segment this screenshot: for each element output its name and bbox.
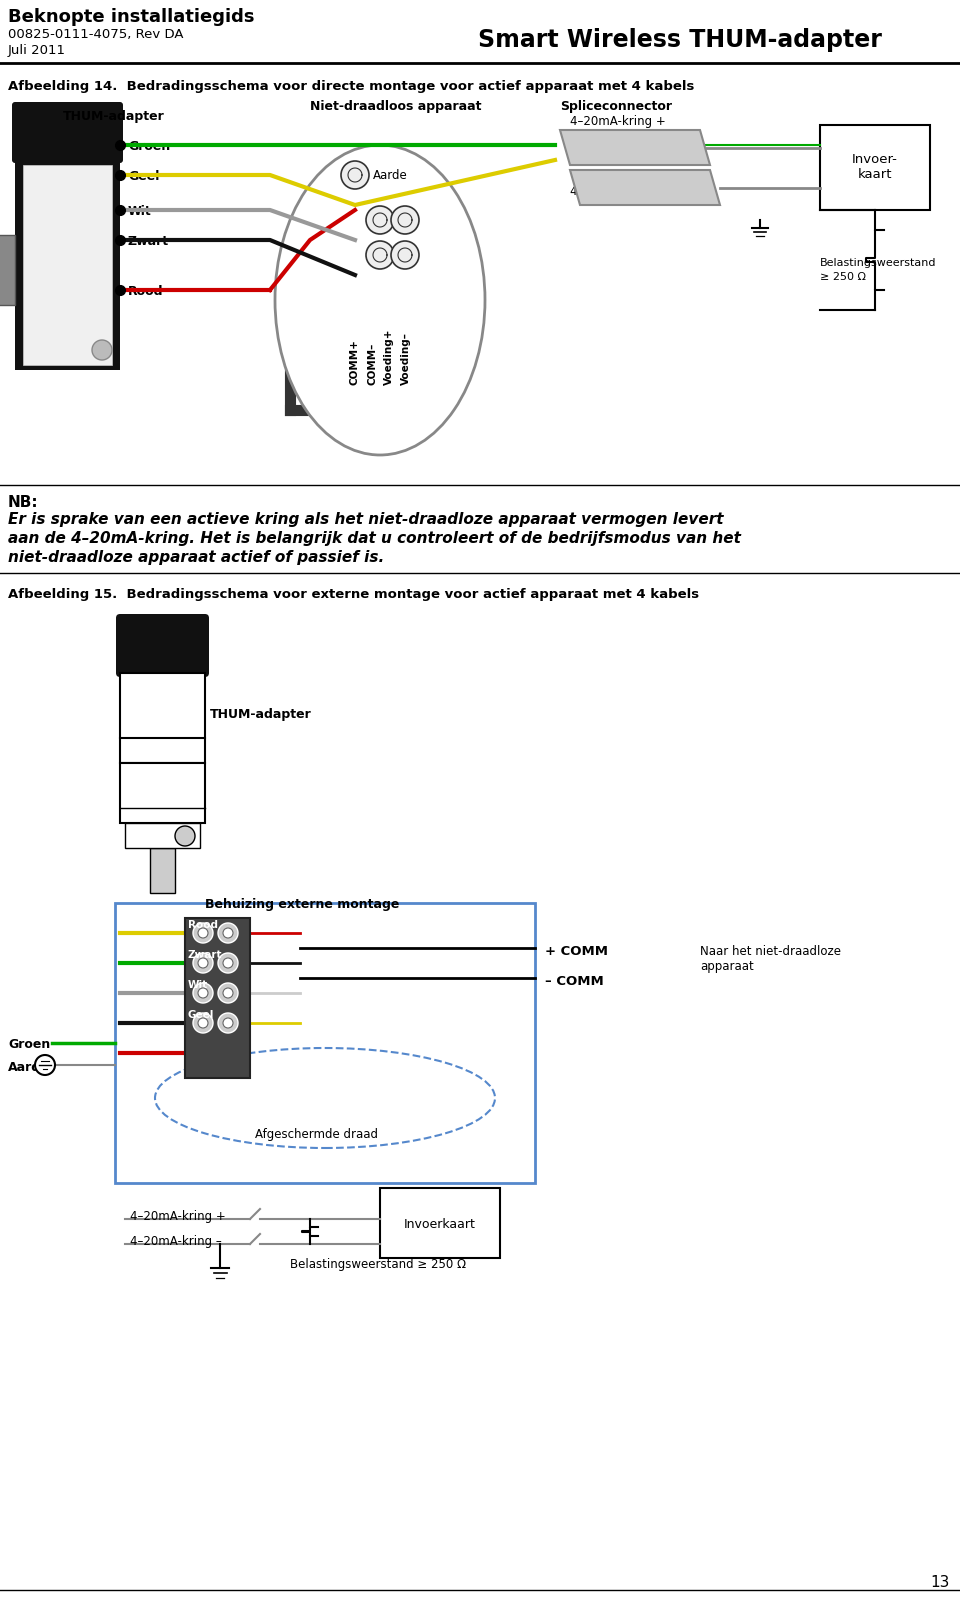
Text: THUM-adapter: THUM-adapter: [62, 110, 164, 123]
Text: Groen: Groen: [128, 141, 170, 154]
Text: Afbeelding 15.  Bedradingsschema voor externe montage voor actief apparaat met 4: Afbeelding 15. Bedradingsschema voor ext…: [8, 587, 699, 602]
Text: aan de 4–20mA-kring. Het is belangrijk dat u controleert of de bedrijfsmodus van: aan de 4–20mA-kring. Het is belangrijk d…: [8, 531, 741, 546]
Ellipse shape: [275, 146, 485, 454]
Circle shape: [198, 958, 208, 968]
Bar: [0, 235, 15, 306]
Text: 4–20mA-kring +: 4–20mA-kring +: [130, 1210, 226, 1222]
Text: + COMM: + COMM: [545, 946, 608, 958]
Circle shape: [341, 162, 369, 189]
Text: Invoerkaart: Invoerkaart: [404, 1218, 476, 1230]
Bar: [120, 763, 205, 822]
Text: Juli 2011: Juli 2011: [8, 43, 66, 58]
Text: Belastingsweerstand ≥ 250 Ω: Belastingsweerstand ≥ 250 Ω: [290, 1258, 467, 1270]
Circle shape: [391, 206, 419, 234]
Text: Geel: Geel: [188, 1010, 214, 1021]
Bar: [15, 160, 120, 370]
Circle shape: [198, 987, 208, 998]
Text: Er is sprake van een actieve kring als het niet-draadloze apparaat vermogen leve: Er is sprake van een actieve kring als h…: [8, 512, 724, 526]
Bar: [150, 848, 175, 893]
Text: Naar het niet-draadloze: Naar het niet-draadloze: [700, 946, 841, 958]
Text: Zwart: Zwart: [188, 950, 223, 960]
Text: Aarde: Aarde: [8, 1061, 50, 1074]
Circle shape: [223, 987, 233, 998]
Circle shape: [193, 923, 213, 942]
FancyBboxPatch shape: [12, 102, 123, 163]
Text: 13: 13: [930, 1574, 950, 1590]
Bar: [120, 674, 205, 763]
Text: Afbeelding 14.  Bedradingsschema voor directe montage voor actief apparaat met 4: Afbeelding 14. Bedradingsschema voor dir…: [8, 80, 694, 93]
Text: 4–20mA-kring +: 4–20mA-kring +: [570, 115, 665, 128]
Text: – COMM: – COMM: [545, 974, 604, 987]
Circle shape: [223, 1018, 233, 1029]
Text: Afgeschermde draad: Afgeschermde draad: [255, 1128, 378, 1141]
Circle shape: [193, 954, 213, 973]
Text: niet-draadloze apparaat actief of passief is.: niet-draadloze apparaat actief of passie…: [8, 550, 384, 565]
Text: Niet-draadloos apparaat: Niet-draadloos apparaat: [310, 99, 482, 114]
Text: Rood: Rood: [188, 920, 218, 930]
Bar: [23, 165, 112, 365]
Bar: [115, 902, 535, 1182]
Text: Behuizing externe montage: Behuizing externe montage: [205, 898, 399, 910]
Text: Groen: Groen: [8, 1038, 50, 1051]
Circle shape: [198, 928, 208, 938]
Bar: [125, 822, 200, 848]
Text: Voeding+: Voeding+: [384, 328, 394, 386]
Text: Zwart: Zwart: [128, 235, 169, 248]
Text: THUM-adapter: THUM-adapter: [210, 707, 312, 722]
FancyBboxPatch shape: [116, 614, 209, 677]
Text: Beknopte installatiegids: Beknopte installatiegids: [8, 8, 254, 26]
Text: kaart: kaart: [857, 168, 892, 181]
Circle shape: [391, 242, 419, 269]
Text: Smart Wireless THUM-adapter: Smart Wireless THUM-adapter: [478, 27, 882, 51]
Text: Belastingsweerstand: Belastingsweerstand: [820, 258, 937, 267]
Circle shape: [92, 341, 112, 360]
Bar: [380, 1187, 500, 1258]
Circle shape: [193, 1013, 213, 1034]
Circle shape: [198, 1018, 208, 1029]
Circle shape: [218, 982, 238, 1003]
Text: Geel: Geel: [128, 170, 159, 182]
Circle shape: [366, 242, 394, 269]
Polygon shape: [570, 170, 720, 205]
Text: 4–20mA-kring –: 4–20mA-kring –: [570, 186, 661, 198]
Text: 00825-0111-4075, Rev DA: 00825-0111-4075, Rev DA: [8, 27, 183, 42]
Text: apparaat: apparaat: [700, 960, 754, 973]
Text: NB:: NB:: [8, 494, 38, 510]
Circle shape: [218, 954, 238, 973]
Text: 4–20mA-kring –: 4–20mA-kring –: [130, 1235, 222, 1248]
Circle shape: [218, 923, 238, 942]
Circle shape: [35, 1054, 55, 1075]
Text: Rood: Rood: [128, 285, 163, 298]
Bar: [185, 918, 250, 1078]
Text: Aarde: Aarde: [373, 170, 408, 182]
Circle shape: [223, 928, 233, 938]
Text: Voeding–: Voeding–: [401, 333, 411, 386]
Bar: [820, 125, 930, 210]
Text: ≥ 250 Ω: ≥ 250 Ω: [820, 272, 866, 282]
Text: Wit: Wit: [128, 205, 152, 218]
Circle shape: [193, 982, 213, 1003]
Text: COMM+: COMM+: [350, 339, 360, 386]
Polygon shape: [560, 130, 710, 165]
Text: COMM–: COMM–: [367, 342, 377, 386]
Text: Wit: Wit: [188, 979, 208, 990]
Circle shape: [223, 958, 233, 968]
Text: Invoer-: Invoer-: [852, 154, 898, 166]
Circle shape: [366, 206, 394, 234]
Circle shape: [175, 826, 195, 846]
Text: Spliceconnector: Spliceconnector: [560, 99, 672, 114]
Circle shape: [218, 1013, 238, 1034]
